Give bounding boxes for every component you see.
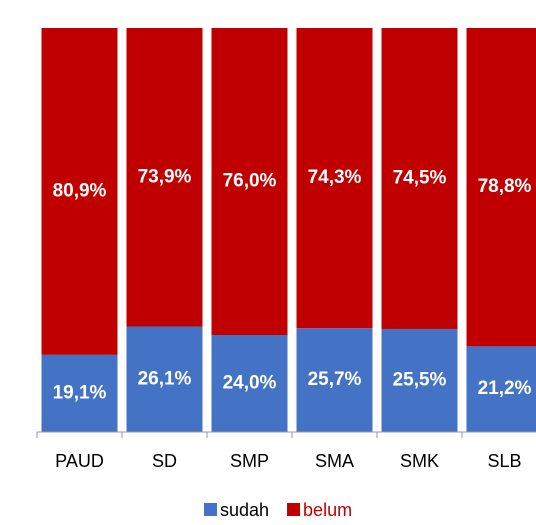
x-tick-label: SMA [315,451,354,471]
bar-segment [381,28,458,329]
bar-segment [211,335,288,432]
x-tick-label: SLB [487,451,521,471]
bar-segment [296,28,373,329]
data-label: 74,3% [308,167,362,188]
bar-segment [466,28,536,347]
bar-segment [211,28,288,336]
bar-segment [41,354,118,432]
data-label: 25,7% [308,369,362,390]
bar-segment [296,328,373,432]
data-label: 25,5% [393,370,447,391]
data-label: 76,0% [223,171,277,192]
bar-segment [126,28,203,327]
legend-swatch [204,503,217,516]
legend-swatch [287,503,301,516]
legend-label: belum [303,500,352,520]
x-tick-label: PAUD [55,451,104,471]
data-label: 21,2% [478,378,532,399]
legend-label: sudah [220,500,269,520]
bar-segment [381,328,458,432]
data-label: 74,5% [393,168,447,189]
x-tick-label: SD [152,451,177,471]
data-label: 24,0% [223,373,277,394]
bar-segment [466,346,536,432]
x-tick-label: SMP [230,451,269,471]
x-tick-label: SMK [400,451,439,471]
data-label: 78,8% [478,176,532,197]
bar-segment [126,326,203,432]
data-label: 19,1% [53,382,107,403]
data-label: 73,9% [138,166,192,187]
data-label: 80,9% [53,180,107,201]
data-label: 26,1% [138,368,192,389]
bar-segment [41,28,118,355]
